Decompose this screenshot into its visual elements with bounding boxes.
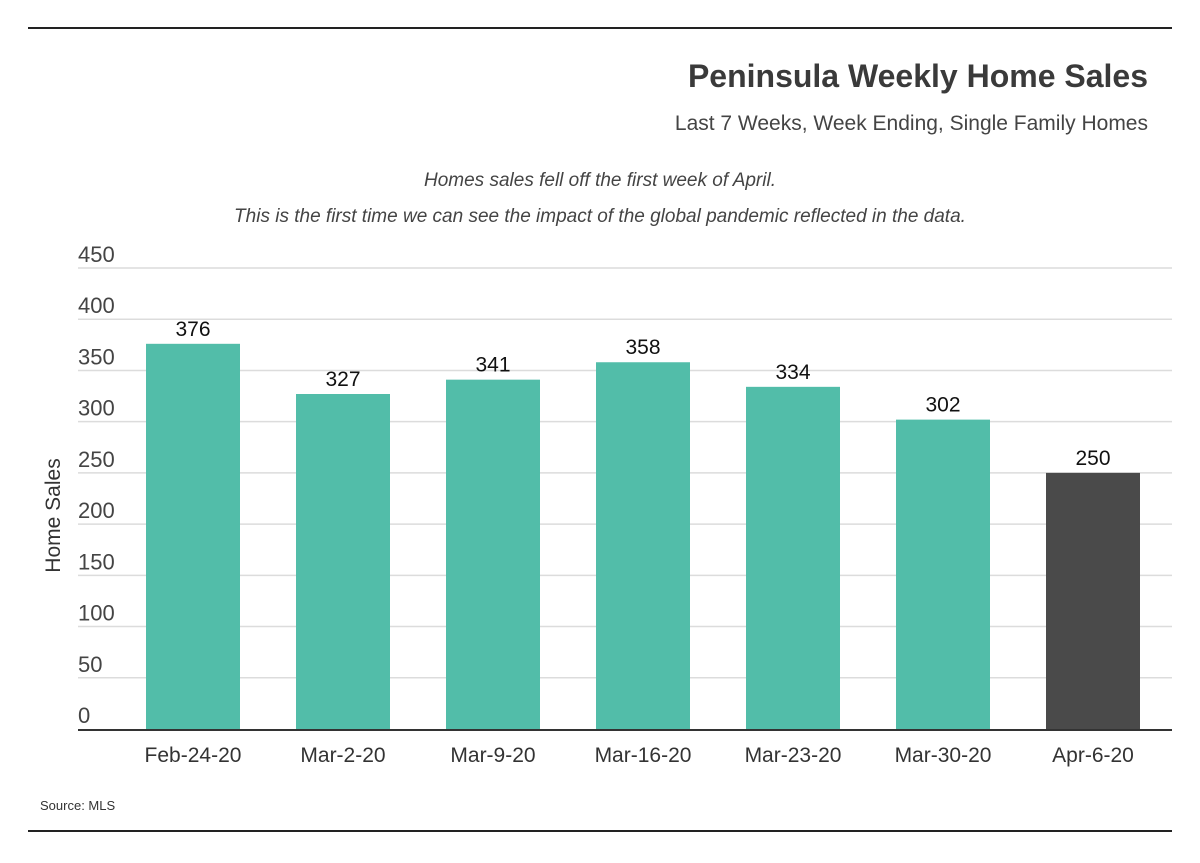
chart-title: Peninsula Weekly Home Sales (687, 58, 1148, 94)
x-tick-labels: Feb-24-20 Mar-2-20 Mar-9-20 Mar-16-20 Mar-23… (145, 744, 1134, 767)
x-tick-label: Mar-2-20 (300, 744, 385, 767)
bar-mar-16-20 (596, 362, 690, 729)
y-tick-label: 300 (78, 396, 115, 421)
bar-mar-23-20 (746, 386, 840, 729)
data-label: 302 (925, 394, 960, 417)
data-label: 250 (1075, 447, 1110, 470)
y-tick-label: 450 (78, 242, 115, 267)
y-tick-label: 250 (78, 447, 115, 472)
data-label: 376 (175, 318, 210, 341)
y-tick-label: 50 (78, 652, 102, 677)
bar-mar-9-20 (446, 379, 540, 729)
bars (146, 343, 1140, 729)
data-labels: 376 327 341 358 334 302 250 (175, 318, 1110, 470)
bar-mar-30-20 (896, 419, 990, 729)
source-note: Source: MLS (40, 798, 116, 813)
data-label: 358 (625, 336, 660, 359)
chart-subtitle: Last 7 Weeks, Week Ending, Single Family… (674, 112, 1148, 135)
top-rule (28, 27, 1172, 29)
x-tick-label: Mar-23-20 (745, 744, 842, 767)
x-tick-label: Mar-9-20 (450, 744, 535, 767)
x-tick-label: Mar-30-20 (895, 744, 992, 767)
y-tick-label: 100 (78, 601, 115, 626)
y-tick-labels: 0 50 100 150 200 250 300 350 400 450 (78, 242, 115, 728)
data-label: 334 (775, 361, 810, 384)
bar-mar-2-20 (296, 394, 390, 729)
y-tick-label: 0 (78, 703, 90, 728)
y-tick-label: 350 (78, 344, 115, 369)
bar-apr-6-20 (1046, 472, 1140, 729)
data-label: 341 (475, 354, 510, 377)
x-tick-label: Apr-6-20 (1052, 744, 1134, 767)
bar-feb-24-20 (146, 343, 240, 729)
data-label: 327 (325, 368, 360, 391)
y-tick-label: 150 (78, 549, 115, 574)
bottom-rule (28, 830, 1172, 832)
y-tick-label: 400 (78, 293, 115, 318)
annotation-line-1: Homes sales fell off the first week of A… (424, 170, 776, 191)
annotation-line-2: This is the first time we can see the im… (234, 206, 966, 227)
x-tick-label: Mar-16-20 (595, 744, 692, 767)
y-tick-label: 200 (78, 498, 115, 523)
x-tick-label: Feb-24-20 (145, 744, 242, 767)
y-axis-title: Home Sales (42, 458, 65, 572)
